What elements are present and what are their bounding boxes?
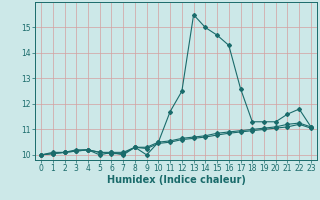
X-axis label: Humidex (Indice chaleur): Humidex (Indice chaleur) [107,175,245,185]
